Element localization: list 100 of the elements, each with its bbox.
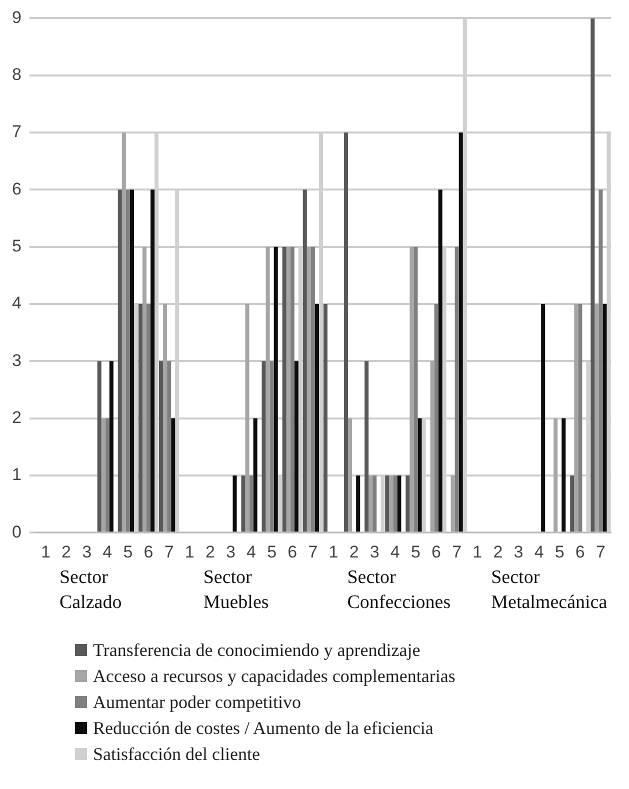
text: Sector Muebles <box>203 567 269 614</box>
bar <box>594 304 599 532</box>
y-tick-label: 5 <box>12 236 22 256</box>
y-tick-label: 1 <box>12 465 22 484</box>
bar <box>578 304 582 532</box>
x-tick-label: 3 <box>82 542 92 562</box>
bar <box>158 361 164 532</box>
bar <box>253 418 258 532</box>
bar <box>458 132 463 532</box>
bar <box>438 190 442 532</box>
bar <box>306 246 311 532</box>
bar <box>270 361 274 532</box>
bar <box>290 246 294 532</box>
bar <box>410 246 414 532</box>
y-tick-label: 6 <box>12 179 22 198</box>
bar <box>310 246 315 532</box>
bar <box>150 190 155 532</box>
bar <box>344 132 348 532</box>
text: Sector Metalmecánica <box>491 567 608 614</box>
x-tick-label: 2 <box>62 542 72 562</box>
bar <box>364 361 369 532</box>
bar <box>171 418 176 532</box>
x-tick-label: 1 <box>472 542 482 562</box>
bar <box>122 132 126 532</box>
bar <box>101 418 106 532</box>
x-tick-label: 7 <box>452 542 462 562</box>
x-tick-label: 2 <box>493 542 503 562</box>
bar <box>241 475 246 532</box>
x-tick-label: 7 <box>308 542 318 562</box>
legend-label: Reducción de costes / Aumento de la eficiencia <box>93 717 434 740</box>
text: Sector Confecciones <box>347 567 451 614</box>
bar <box>562 418 566 532</box>
x-tick-label: 5 <box>554 542 564 562</box>
text: Sector Calzado <box>59 567 122 614</box>
x-tick-label: 6 <box>575 542 585 562</box>
bar <box>249 475 254 532</box>
x-tick-label: 4 <box>534 542 544 562</box>
bar <box>397 475 402 532</box>
bar <box>574 304 578 532</box>
bar <box>146 304 151 532</box>
bar <box>356 475 360 532</box>
x-tick-label: 4 <box>246 542 256 562</box>
bar <box>138 304 142 532</box>
legend-label: Transferencia de conocimiendo y aprendizaje <box>93 639 420 662</box>
bar <box>323 304 328 532</box>
x-tick-label: 5 <box>267 542 277 562</box>
y-tick-label: 2 <box>12 408 22 427</box>
bar <box>97 361 102 532</box>
y-tick-label: 8 <box>12 65 22 84</box>
bar <box>418 418 422 532</box>
x-tick-label: 2 <box>205 542 215 562</box>
bar <box>385 475 390 532</box>
x-tick-label: 3 <box>226 542 236 562</box>
y-tick-label: 9 <box>12 8 22 27</box>
y-tick-label: 0 <box>12 522 22 542</box>
bar <box>393 475 398 532</box>
x-tick-label: 4 <box>390 542 400 562</box>
x-tick-label: 1 <box>41 542 50 562</box>
bar <box>368 475 373 532</box>
x-tick-label: 7 <box>164 542 174 562</box>
x-tick-label: 4 <box>102 542 112 562</box>
y-tick-label: 4 <box>12 294 22 313</box>
bar <box>245 304 250 532</box>
bar <box>414 246 418 532</box>
bar <box>167 361 172 532</box>
x-tick-label: 5 <box>123 542 133 562</box>
legend-label: Satisfacción del cliente <box>93 743 260 766</box>
y-tick-label: 7 <box>12 122 22 142</box>
bar <box>389 475 394 532</box>
bar <box>434 304 438 532</box>
bar <box>348 418 352 532</box>
bar <box>126 190 130 532</box>
x-tick-label: 6 <box>144 542 154 562</box>
y-tick-label: 3 <box>12 350 22 370</box>
bar <box>282 246 286 532</box>
x-tick-label: 5 <box>410 542 420 562</box>
bar <box>163 304 168 532</box>
x-tick-label: 6 <box>432 542 442 562</box>
bar <box>266 246 270 532</box>
bar <box>570 475 574 532</box>
bar <box>554 418 558 532</box>
bar <box>142 246 146 532</box>
bar <box>406 475 410 532</box>
bar <box>130 190 134 532</box>
bar <box>286 246 290 532</box>
x-tick-label: 7 <box>596 542 606 562</box>
bar <box>590 18 595 532</box>
bar <box>118 190 122 532</box>
bar <box>602 304 607 532</box>
bar <box>598 190 603 532</box>
bar <box>294 361 298 532</box>
x-tick-label: 1 <box>328 542 338 562</box>
legend-label: Aumentar poder competitivo <box>93 691 301 714</box>
bar <box>430 361 434 532</box>
bar <box>314 304 319 532</box>
bar <box>541 304 546 532</box>
bar <box>232 475 237 532</box>
legend-label: Acceso a recursos y capacidades complementarias <box>93 665 456 688</box>
bar <box>109 361 114 532</box>
bar <box>372 475 377 532</box>
